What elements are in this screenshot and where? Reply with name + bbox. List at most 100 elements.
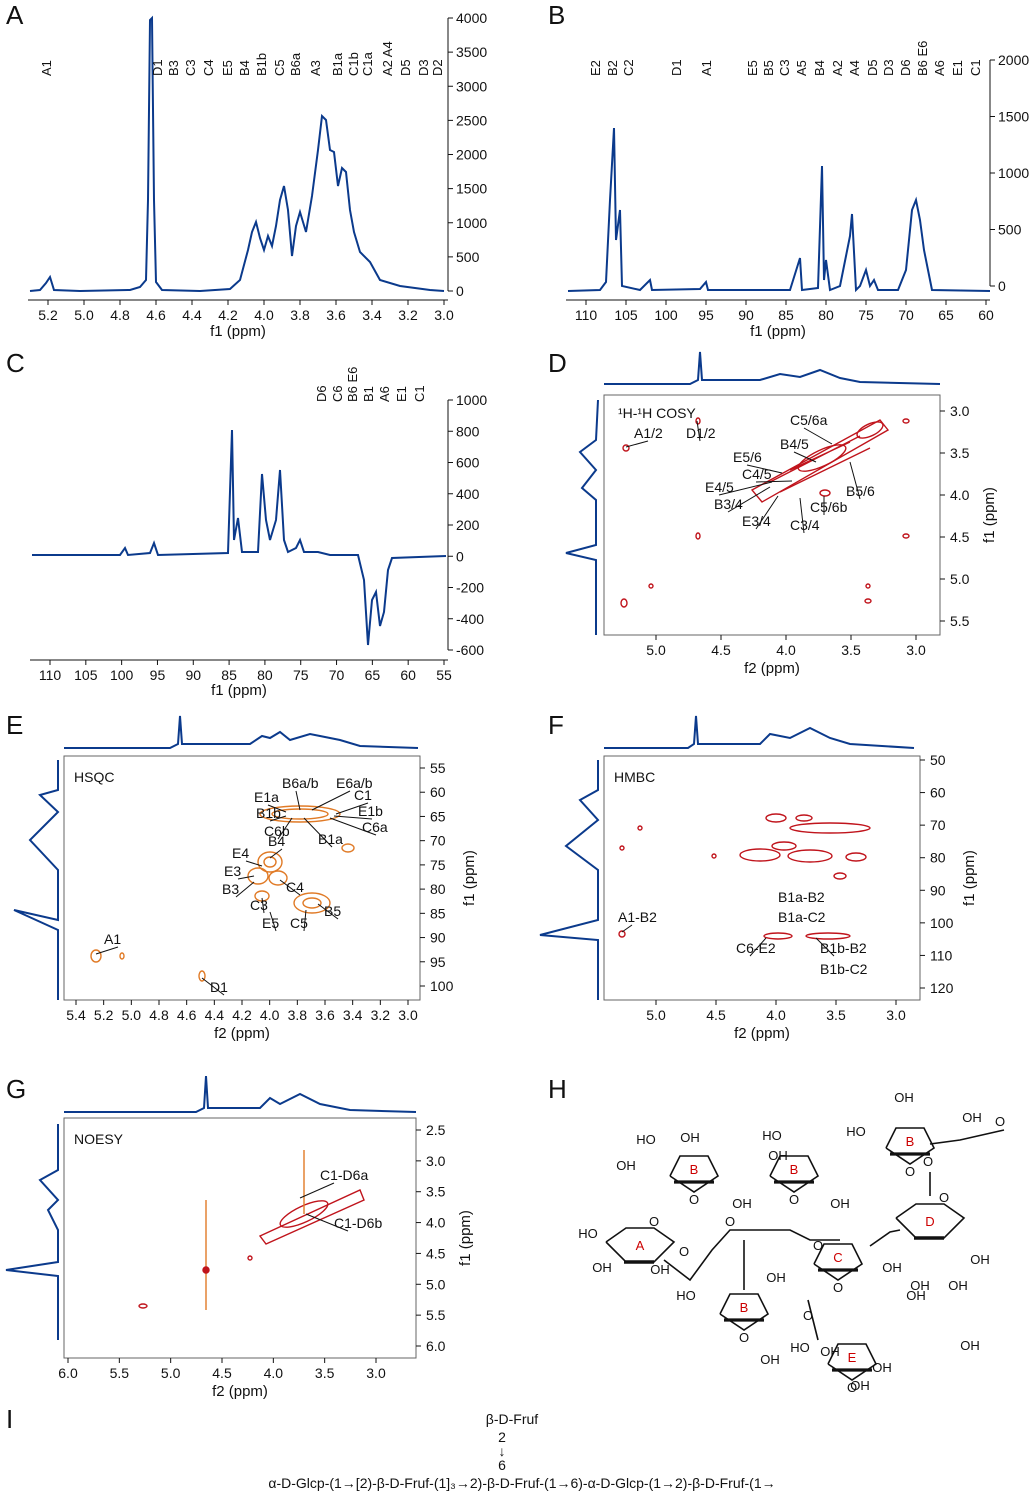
- annotation-label: B4: [268, 833, 285, 849]
- annotation-label: B3/4: [714, 496, 743, 512]
- annotation-label: C3/4: [790, 517, 820, 533]
- ring-b1-ring: [669, 1155, 720, 1193]
- x-tick-label: 5.0: [646, 1007, 666, 1023]
- ring-b3-ring-oxygen: O: [739, 1330, 749, 1345]
- x-tick-label: 3.4: [343, 1007, 363, 1023]
- y-axis-title: f1 (ppm): [461, 850, 478, 906]
- peak-label: B5: [761, 60, 776, 76]
- y-tick-label: 0: [998, 278, 1006, 294]
- annotation-label: C1: [354, 787, 372, 803]
- formula-main-chain: α-D-Glcp-(1→[2)-β-D-Fruf-(1]₃→2)-β-D-Fru…: [268, 1475, 775, 1491]
- y-tick-label: 2000: [998, 52, 1029, 68]
- panel-letter-a: A: [6, 0, 24, 30]
- peak-label: A1: [39, 60, 54, 76]
- x-tick-label: 65: [365, 667, 381, 683]
- annotation-leader: [746, 464, 783, 474]
- y-tick-label: 110: [930, 947, 953, 963]
- annotation-label: B1a-C2: [778, 909, 826, 925]
- panel-i: I β-D-Fruf 2 ↓ 6 α-D-Glcp-(1→[2)-β-D-Fru…: [6, 1404, 776, 1491]
- annotation-label: B6a/b: [282, 775, 319, 791]
- y-tick-label: 50: [930, 752, 946, 768]
- annotation-label: E5: [262, 915, 279, 931]
- y-tick-label: 1000: [998, 165, 1029, 181]
- peak-label: B1a: [330, 52, 345, 76]
- annotation-leader: [803, 427, 833, 445]
- y-tick-label: 200: [456, 517, 480, 533]
- panel-d-plot-frame: [603, 394, 941, 636]
- y-tick-label: 5.0: [950, 571, 970, 587]
- hydroxymethyl-label: HO: [676, 1288, 696, 1303]
- hydroxymethyl-label: HO: [636, 1132, 656, 1147]
- x-tick-label: 80: [257, 667, 273, 683]
- x-tick-label: 4.8: [149, 1007, 169, 1023]
- y-tick-label: 75: [430, 857, 446, 873]
- hydroxyl-label: OH: [960, 1338, 980, 1353]
- y-tick-label: 85: [430, 905, 446, 921]
- panel-g-contours: [138, 1150, 365, 1310]
- annotation-leader: [718, 481, 773, 496]
- panel-d-projection-left: [565, 399, 599, 635]
- linkage-oxygen-1: O: [679, 1244, 689, 1259]
- annotation-label: C4/5: [742, 466, 772, 482]
- peak-label: A3: [308, 60, 323, 76]
- panel-g: G NOESY C1-D6a C1-D6b 6.0 5.5 5.0 4.5 4.0 3.5 3…: [5, 1074, 474, 1400]
- x-tick-label: 95: [150, 667, 166, 683]
- x-tick-label: 95: [698, 307, 714, 323]
- x-tick-label: 6.0: [58, 1365, 78, 1381]
- annotation-label: E1a: [254, 789, 279, 805]
- x-tick-label: 60: [978, 307, 994, 323]
- y-tick-label: 70: [430, 833, 446, 849]
- hydroxyl-label: OH: [970, 1252, 990, 1267]
- annotation-label: B4/5: [780, 436, 809, 452]
- x-tick-label: 85: [221, 667, 237, 683]
- ring-terminal-fru-label: B: [906, 1134, 915, 1149]
- panel-d-contours: [620, 417, 910, 608]
- hydroxyl-label: OH: [592, 1260, 612, 1275]
- annotation-label: B1b: [256, 805, 281, 821]
- glycosidic-bond-d: [869, 1229, 901, 1247]
- y-tick-label: 100: [430, 978, 454, 994]
- annotation-label: E3: [224, 863, 241, 879]
- x-tick-label: 5.0: [74, 307, 94, 323]
- x-tick-label: 4.2: [218, 307, 238, 323]
- annotation-leader: [727, 486, 771, 513]
- ring-e-ring: [827, 1343, 878, 1381]
- annotation-leader: [279, 879, 301, 896]
- peak-label: B3: [166, 60, 181, 76]
- x-tick-label: 75: [293, 667, 309, 683]
- annotation-label: B3: [222, 881, 239, 897]
- ring-b1-ring-oxygen: O: [689, 1192, 699, 1207]
- y-tick-label: 2000: [456, 147, 487, 163]
- x-tick-label: 3.0: [906, 642, 926, 658]
- peak-label: C5: [272, 59, 287, 76]
- hydroxymethyl-label: HO: [846, 1124, 866, 1139]
- x-axis-title: f2 (ppm): [212, 1383, 268, 1400]
- y-tick-label: 90: [430, 930, 446, 946]
- y-tick-label: 600: [456, 455, 480, 471]
- panel-d-title: ¹H-¹H COSY: [618, 405, 696, 421]
- panel-f-annotations: B1a-B2 B1a-C2 A1-B2 C6-E2 B1b-B2 B1b-C2: [618, 889, 868, 977]
- y-tick-label: 2.5: [426, 1122, 446, 1138]
- ring-b2-label: B: [790, 1162, 799, 1177]
- formula-branch-position-2: 2: [498, 1429, 506, 1445]
- annotation-leader: [299, 1182, 335, 1199]
- x-tick-label: 3.2: [371, 1007, 391, 1023]
- annotation-label: C5/6b: [810, 499, 848, 515]
- peak-label: B4: [237, 60, 252, 76]
- ring-e-ring-oxygen: O: [847, 1380, 857, 1395]
- x-tick-label: 3.0: [886, 1007, 906, 1023]
- glycosidic-chain: [663, 1229, 840, 1282]
- annotation-leader: [755, 480, 793, 483]
- annotation-label: D1/2: [686, 425, 716, 441]
- x-tick-label: 90: [185, 667, 201, 683]
- x-tick-label: 90: [738, 307, 754, 323]
- x-tick-label: 70: [329, 667, 345, 683]
- hydroxyl-label: OH: [680, 1130, 700, 1145]
- peak-label: D5: [398, 59, 413, 76]
- peak-label: C3: [183, 59, 198, 76]
- annotation-leader: [237, 875, 255, 880]
- panel-g-projection-left: [5, 1124, 60, 1340]
